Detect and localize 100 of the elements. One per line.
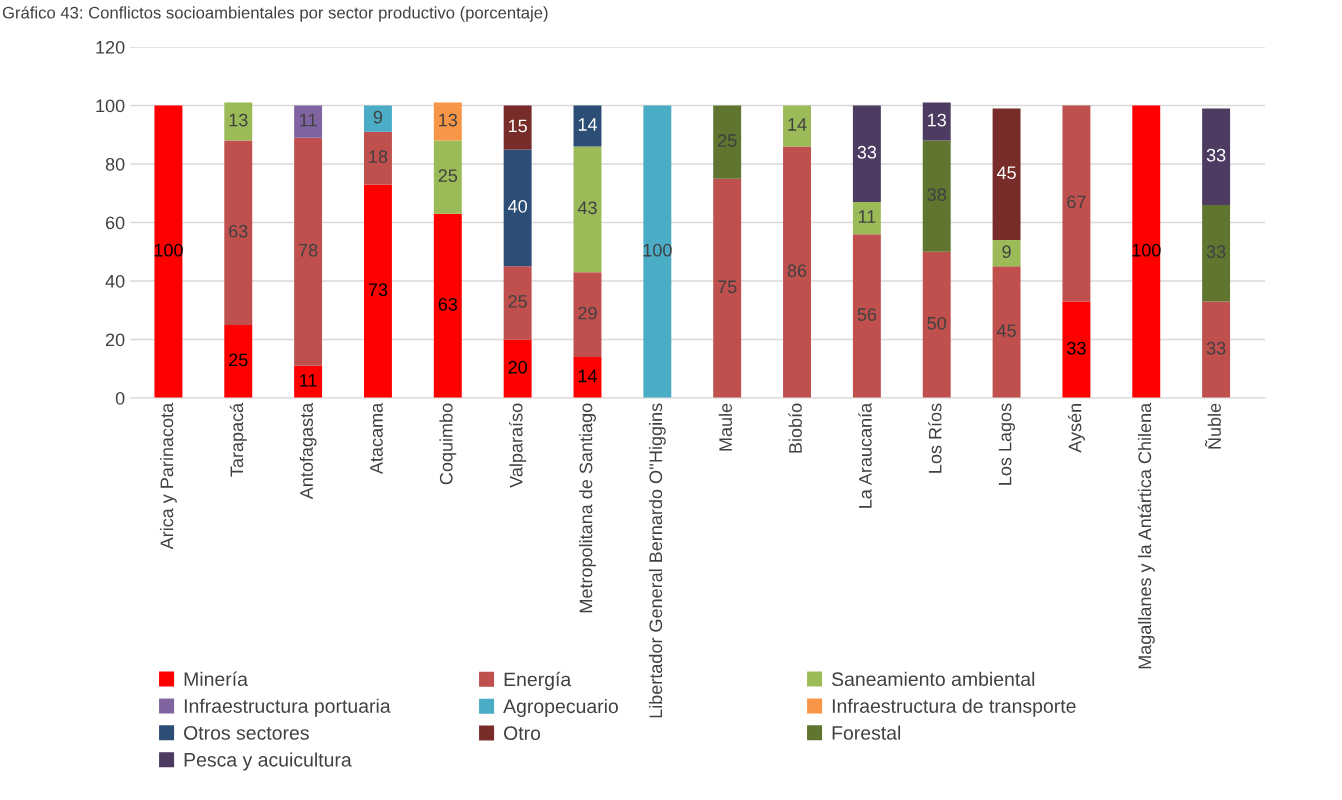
data-label: 9 [373, 110, 383, 124]
legend-label: Infraestructura portuaria [184, 698, 391, 717]
x-tick-label: Coquimbo [439, 403, 457, 485]
data-label: 20 [508, 360, 527, 374]
x-tick-label: Los Ríos [928, 403, 942, 473]
data-label: 78 [298, 243, 318, 257]
bar [503, 266, 532, 340]
x-tick-label: Valparaíso [509, 403, 527, 488]
x-tick-label: Libertador General Bernardo O''Higgins [648, 403, 666, 718]
bar [433, 140, 462, 214]
legend-label: Minería [184, 671, 248, 687]
data-label: 45 [996, 166, 1016, 180]
bar [433, 102, 462, 141]
bar [922, 140, 951, 252]
bar [503, 339, 532, 398]
chart-title: Gráfico 43: Conflictos socioambientales por sector productivo (porcentaje) [2, 6, 548, 22]
x-tick-label: Ñuble [1204, 403, 1221, 449]
bar [713, 178, 742, 398]
legend-label: Infraestructura de transporte [832, 698, 1076, 717]
bar [852, 105, 881, 203]
data-label: 63 [438, 297, 458, 311]
data-label: 18 [369, 150, 388, 163]
legend-label: Energía [504, 671, 572, 691]
data-label: 33 [1206, 148, 1226, 162]
data-label: 11 [300, 113, 317, 127]
legend-label: Otro [504, 726, 541, 741]
data-label: 56 [857, 308, 877, 321]
data-label: 40 [508, 199, 527, 213]
bar [783, 105, 811, 147]
y-tick-label: 120 [96, 40, 125, 54]
data-label: 14 [788, 118, 807, 131]
x-tick-label: Atacama [370, 402, 383, 475]
data-label: 50 [927, 316, 947, 330]
bar [503, 105, 532, 150]
legend-label: Saneamiento ambiental [832, 671, 1035, 687]
data-label: 13 [229, 113, 248, 127]
data-label: 14 [578, 118, 598, 131]
bar [363, 184, 392, 398]
bar [573, 272, 602, 358]
x-tick-label: Arica y Parinacota [160, 402, 177, 550]
x-tick-label: Aysén [1067, 404, 1085, 453]
bar [922, 102, 951, 141]
bar [154, 105, 183, 398]
bar [1202, 204, 1231, 302]
data-label: 63 [229, 224, 248, 238]
data-label: 33 [1206, 341, 1226, 355]
bar [1202, 108, 1231, 205]
x-tick-label: Los Lagos [998, 403, 1015, 485]
bar [224, 324, 253, 398]
data-label: 45 [996, 324, 1016, 338]
bar [224, 140, 253, 325]
data-label: 33 [1067, 341, 1086, 355]
data-label: 13 [439, 113, 458, 127]
bar [1062, 105, 1091, 302]
data-label: 15 [508, 119, 527, 133]
bar [1062, 301, 1091, 398]
data-label: 43 [577, 201, 597, 215]
bar [783, 146, 811, 398]
data-label: 33 [857, 145, 877, 159]
y-tick-label: 40 [105, 274, 125, 288]
y-tick-label: 80 [105, 157, 125, 171]
x-tick-label: Tarapacá [229, 402, 247, 477]
bar [992, 240, 1021, 267]
bar [363, 105, 392, 132]
bar [992, 266, 1021, 398]
x-tick-label: Antofagasta [299, 402, 317, 500]
data-label: 29 [578, 306, 597, 320]
legend-label: Pesca y acuicultura [184, 752, 352, 771]
x-tick-label: Maule [718, 403, 733, 451]
bar [363, 131, 392, 185]
x-tick-label: Biobío [788, 403, 802, 453]
data-label: 67 [1067, 195, 1086, 209]
bar [643, 105, 672, 398]
legend-label: Otros sectores [184, 726, 309, 740]
bar [1202, 301, 1231, 398]
x-tick-label: Metropolitana de Santiago [579, 403, 596, 613]
bar [224, 102, 253, 141]
bar [503, 149, 532, 267]
legend-label: Agropecuario [503, 698, 618, 718]
y-tick-label: 60 [105, 216, 125, 230]
data-label: 25 [438, 169, 458, 183]
x-tick-label: La Araucanía [858, 402, 872, 508]
data-label: 86 [787, 264, 807, 278]
legend-label: Forestal [832, 725, 901, 740]
bar [294, 137, 323, 366]
data-label: 75 [718, 280, 737, 294]
bar [573, 146, 602, 273]
bar [433, 213, 462, 398]
data-label: 13 [928, 113, 946, 127]
y-tick-label: 100 [96, 99, 125, 113]
data-label: 14 [578, 369, 598, 383]
data-label: 11 [858, 210, 876, 223]
bar [922, 251, 951, 398]
bar [852, 202, 881, 235]
data-label: 73 [368, 283, 388, 297]
y-tick-label: 20 [105, 333, 125, 347]
y-tick-label: 0 [115, 391, 125, 405]
data-label: 9 [1002, 245, 1011, 259]
bar [573, 105, 602, 147]
bar [294, 105, 323, 138]
